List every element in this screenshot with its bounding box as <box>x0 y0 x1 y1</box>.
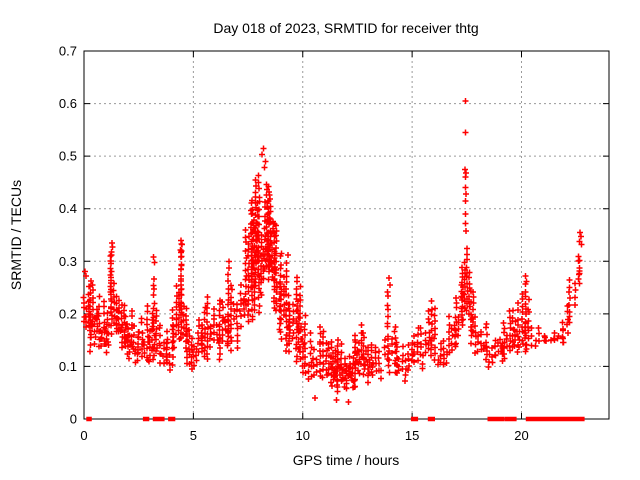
y-tick-label: 0.4 <box>59 201 77 216</box>
plot-border <box>83 50 610 420</box>
scatter-plus-markers <box>80 98 585 405</box>
y-tick-label: 0.7 <box>59 44 77 59</box>
y-axis-label: SRMTID / TECUs <box>8 180 24 290</box>
y-tick-label: 0 <box>70 412 77 427</box>
axes-frame <box>83 50 610 420</box>
x-tick-label: 15 <box>405 428 419 443</box>
tick-labels: 0 5 10 15 20 0 0.1 0.2 0.3 0.4 0.5 0.6 0.7 <box>59 44 529 444</box>
x-tick-label: 20 <box>514 428 528 443</box>
y-tick-label: 0.5 <box>59 149 77 164</box>
x-axis-label: GPS time / hours <box>293 452 400 468</box>
x-tick-label: 0 <box>80 428 87 443</box>
data-points <box>80 98 585 422</box>
zero-value-markers <box>86 416 585 422</box>
x-tick-label: 5 <box>190 428 197 443</box>
x-tick-label: 10 <box>296 428 310 443</box>
y-tick-label: 0.3 <box>59 254 77 269</box>
chart-title: Day 018 of 2023, SRMTID for receiver tht… <box>213 20 478 36</box>
y-tick-label: 0.1 <box>59 359 77 374</box>
y-tick-label: 0.2 <box>59 306 77 321</box>
y-tick-label: 0.6 <box>59 96 77 111</box>
